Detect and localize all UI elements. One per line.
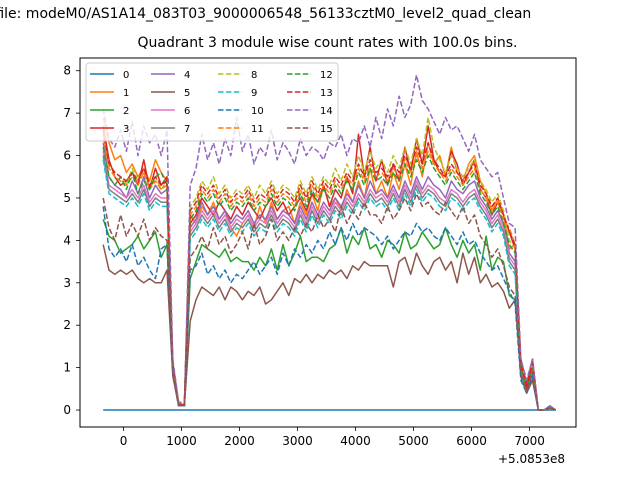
legend-label-6: 6 — [184, 106, 190, 117]
legend-label-0: 0 — [123, 70, 129, 81]
series-layer — [102, 74, 557, 411]
x-ticks: 0 1000 2000 3000 4000 5000 6000 7000 — [120, 427, 545, 448]
legend-label-1: 1 — [123, 88, 129, 99]
legend-box — [85, 62, 339, 142]
legend-label-8: 8 — [251, 70, 257, 81]
legend-label-5: 5 — [184, 88, 190, 99]
series-line-14 — [102, 74, 557, 411]
x-tick-label: 0 — [120, 434, 128, 448]
legend-label-11: 11 — [251, 124, 264, 135]
legend-label-14: 14 — [320, 106, 333, 117]
legend-label-10: 10 — [251, 106, 264, 117]
figure-suptitle: n file: modeM0/AS1A14_083T03_9000006548_… — [0, 6, 532, 22]
x-tick-label: 5000 — [398, 434, 429, 448]
y-tick-label: 8 — [63, 64, 71, 78]
chart-title: Quadrant 3 module wise count rates with … — [137, 35, 518, 51]
legend-label-7: 7 — [184, 124, 190, 135]
y-tick-label: 2 — [63, 318, 71, 332]
legend-label-15: 15 — [320, 124, 333, 135]
legend-label-9: 9 — [251, 88, 257, 99]
y-tick-label: 7 — [63, 106, 71, 120]
legend-label-4: 4 — [184, 70, 190, 81]
x-tick-label: 3000 — [282, 434, 313, 448]
y-tick-label: 0 — [63, 403, 71, 417]
x-tick-label: 1000 — [166, 434, 197, 448]
x-tick-label: 6000 — [456, 434, 487, 448]
y-tick-label: 3 — [63, 276, 71, 290]
series-line-12 — [102, 146, 556, 411]
x-offset-label: +5.0853e8 — [498, 452, 566, 466]
series-line-11 — [102, 134, 556, 411]
x-tick-label: 2000 — [224, 434, 255, 448]
legend-label-13: 13 — [320, 88, 333, 99]
axes-frame — [79, 57, 577, 428]
series-line-6 — [102, 151, 556, 411]
x-tick-label: 4000 — [340, 434, 371, 448]
y-tick-label: 1 — [63, 361, 71, 375]
legend-label-3: 3 — [123, 124, 129, 135]
y-tick-label: 6 — [63, 149, 71, 163]
y-ticks: 0 1 2 3 4 5 6 7 8 — [63, 64, 80, 417]
y-tick-label: 4 — [63, 233, 71, 247]
legend-label-12: 12 — [320, 70, 333, 81]
x-tick-label: 7000 — [514, 434, 545, 448]
series-line-15 — [102, 192, 556, 411]
series-line-9 — [102, 159, 556, 411]
y-tick-label: 5 — [63, 191, 71, 205]
legend-label-2: 2 — [123, 106, 129, 117]
